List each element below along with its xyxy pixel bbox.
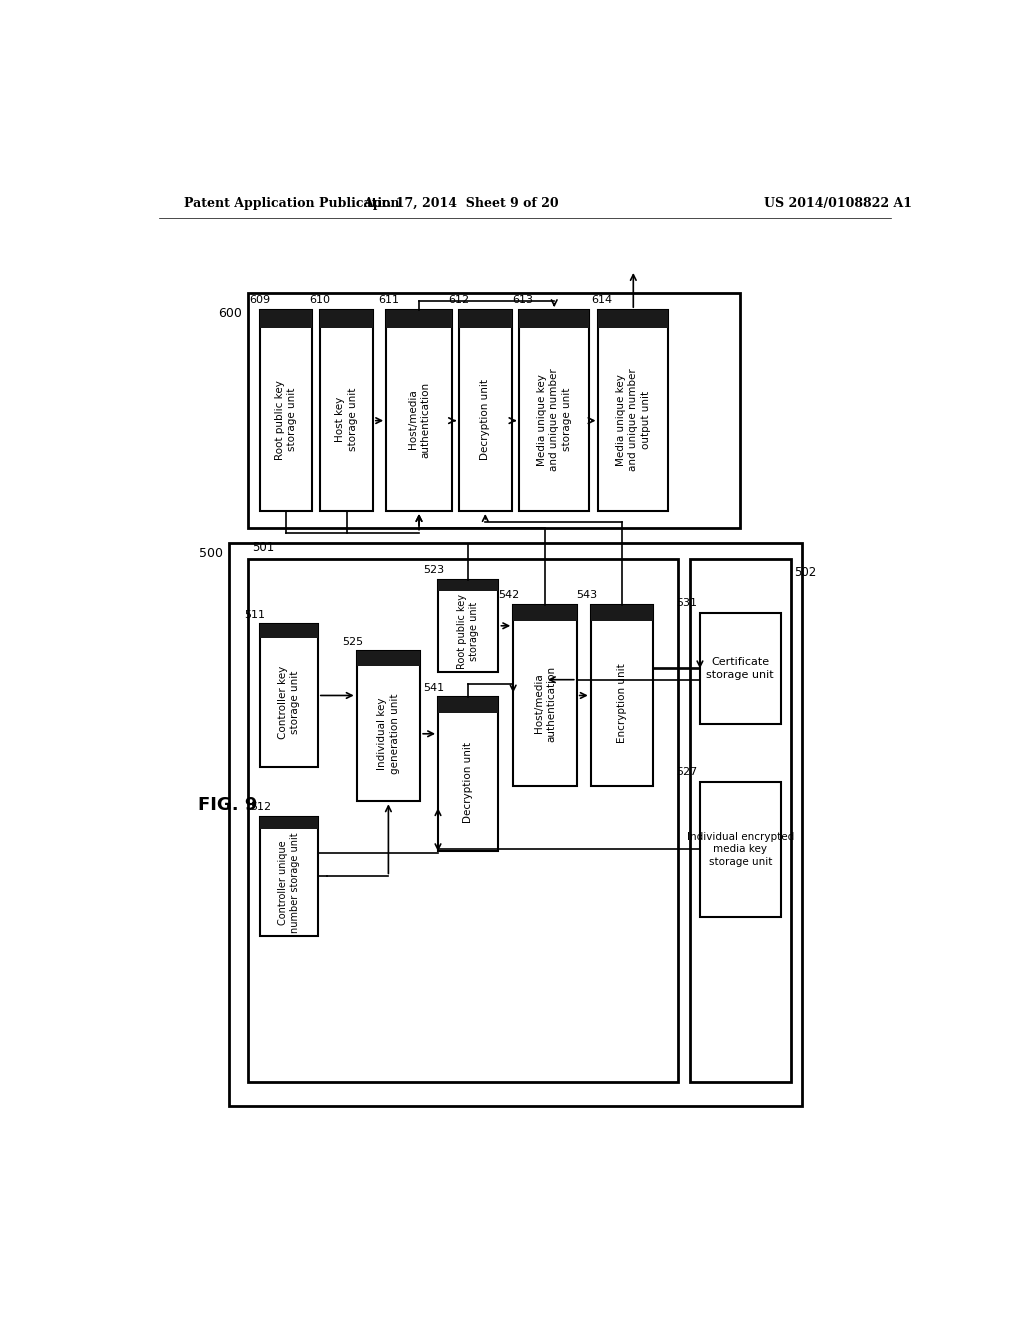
Bar (459, 310, 512, 511)
Bar (321, 310, 373, 329)
Text: 502: 502 (795, 566, 817, 579)
Bar (598, 310, 669, 511)
Text: 501: 501 (252, 541, 274, 554)
Bar (438, 697, 499, 713)
Text: 525: 525 (342, 636, 362, 647)
Bar (321, 310, 373, 511)
Text: 500: 500 (199, 548, 222, 560)
Text: 609: 609 (249, 296, 270, 305)
Text: Controller key
storage unit: Controller key storage unit (278, 667, 300, 739)
Text: Encryption unit: Encryption unit (616, 664, 627, 743)
Bar (459, 310, 512, 329)
Text: Media unique key
and unique number
storage unit: Media unique key and unique number stora… (537, 368, 571, 471)
Text: 523: 523 (423, 565, 444, 576)
Bar (513, 605, 577, 785)
Text: Individual key
generation unit: Individual key generation unit (377, 693, 399, 774)
Text: 612: 612 (449, 296, 469, 305)
Bar (591, 605, 652, 785)
Bar (438, 579, 499, 590)
Bar (386, 310, 452, 329)
Text: Decryption unit: Decryption unit (463, 742, 473, 822)
Text: Individual encrypted
media key
storage unit: Individual encrypted media key storage u… (687, 832, 794, 867)
Bar (438, 697, 499, 851)
Text: Decryption unit: Decryption unit (480, 379, 490, 461)
Text: Controller unique
number storage unit: Controller unique number storage unit (278, 832, 300, 933)
Text: 543: 543 (575, 590, 597, 601)
Bar (260, 624, 317, 767)
Bar (519, 310, 589, 329)
Bar (228, 544, 802, 1106)
Bar (598, 310, 669, 329)
Bar (513, 605, 577, 622)
Text: Apr. 17, 2014  Sheet 9 of 20: Apr. 17, 2014 Sheet 9 of 20 (364, 197, 559, 210)
Bar (690, 558, 791, 1082)
Text: Root public key
storage unit: Root public key storage unit (457, 594, 479, 669)
Bar (356, 651, 420, 667)
Text: 600: 600 (218, 308, 242, 319)
Text: Root public key
storage unit: Root public key storage unit (274, 380, 297, 459)
Text: 541: 541 (423, 682, 444, 693)
Bar (260, 310, 312, 329)
Text: 531: 531 (677, 598, 697, 609)
Text: Certificate
storage unit: Certificate storage unit (707, 657, 774, 680)
Bar (386, 310, 452, 511)
Text: 613: 613 (512, 296, 534, 305)
Bar (260, 817, 317, 936)
Bar (260, 310, 312, 511)
Text: Host/media
authentication: Host/media authentication (534, 665, 556, 742)
Text: Media unique key
and unique number
output unit: Media unique key and unique number outpu… (615, 368, 650, 471)
Bar (356, 651, 420, 801)
Bar (248, 293, 740, 528)
Bar (260, 624, 317, 639)
Bar (519, 310, 589, 511)
Text: 614: 614 (591, 296, 612, 305)
Bar (248, 558, 678, 1082)
Text: 611: 611 (378, 296, 399, 305)
Text: US 2014/0108822 A1: US 2014/0108822 A1 (764, 197, 911, 210)
Bar (700, 781, 780, 917)
Text: Host key
storage unit: Host key storage unit (335, 388, 357, 451)
Text: 610: 610 (309, 296, 331, 305)
Text: Host/media
authentication: Host/media authentication (408, 381, 430, 458)
Text: FIG. 9: FIG. 9 (198, 796, 257, 814)
Text: 542: 542 (499, 590, 519, 601)
Bar (700, 612, 780, 725)
Bar (438, 579, 499, 672)
Text: Patent Application Publication: Patent Application Publication (183, 197, 399, 210)
Text: 511: 511 (245, 610, 265, 619)
Bar (260, 817, 317, 829)
Text: 527: 527 (677, 767, 697, 777)
Bar (591, 605, 652, 622)
Text: 512: 512 (250, 803, 271, 812)
